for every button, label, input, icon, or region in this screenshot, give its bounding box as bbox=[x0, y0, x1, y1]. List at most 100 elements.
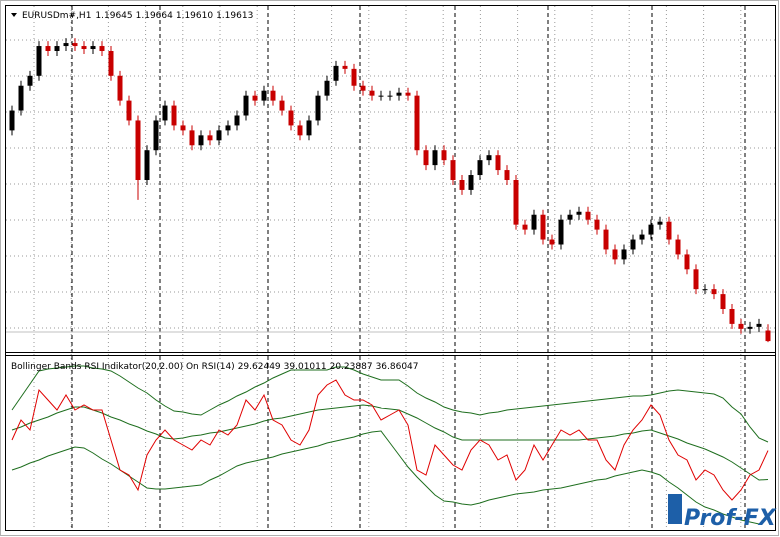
band-line bbox=[11, 365, 769, 443]
candle-body bbox=[306, 120, 312, 136]
candle-body bbox=[621, 249, 627, 260]
candle-body bbox=[333, 65, 339, 81]
candle-body bbox=[261, 90, 267, 101]
candle-body bbox=[630, 239, 636, 250]
band-line bbox=[11, 430, 769, 525]
chart-header: EURUSDm#,H1 1.19645 1.19664 1.19610 1.19613 bbox=[22, 11, 253, 21]
candle-body bbox=[495, 155, 501, 171]
candle-body bbox=[423, 150, 429, 166]
candle-body bbox=[441, 150, 447, 161]
indicator-value: 39.01011 bbox=[284, 362, 327, 372]
watermark: Prof-FX bbox=[684, 506, 777, 531]
candle-body bbox=[432, 150, 438, 166]
candle-body bbox=[468, 175, 474, 190]
quote-high: 1.19664 bbox=[136, 11, 173, 21]
candle-body bbox=[414, 95, 420, 151]
candle-body bbox=[117, 75, 123, 101]
candle-body bbox=[135, 120, 141, 180]
candle-body bbox=[162, 105, 168, 121]
candle-body bbox=[612, 249, 618, 260]
candle-body bbox=[585, 211, 591, 220]
candle-body bbox=[639, 234, 645, 240]
candle-body bbox=[207, 135, 213, 141]
candle-body bbox=[279, 100, 285, 111]
candle-body bbox=[342, 65, 348, 69]
candle-body bbox=[693, 269, 699, 290]
indicator-value: 29.62449 bbox=[238, 362, 281, 372]
candle-body bbox=[297, 125, 303, 136]
candle-body bbox=[477, 160, 483, 176]
candle-body bbox=[288, 110, 294, 126]
candle-body bbox=[360, 85, 366, 91]
candle-body bbox=[27, 75, 33, 86]
candle-body bbox=[720, 294, 726, 309]
candle-body bbox=[567, 214, 573, 220]
candle-body bbox=[594, 219, 600, 230]
candle-body bbox=[216, 130, 222, 141]
candle-body bbox=[189, 130, 195, 146]
candle-body bbox=[324, 80, 330, 96]
candle-body bbox=[387, 95, 393, 97]
candle-body bbox=[369, 90, 375, 96]
candle-body bbox=[18, 85, 24, 111]
candle-body bbox=[180, 125, 186, 131]
candle-body bbox=[711, 289, 717, 295]
candle-body bbox=[522, 224, 528, 230]
candle-body bbox=[252, 95, 258, 101]
candle-body bbox=[9, 110, 15, 131]
candle-body bbox=[99, 46, 105, 51]
candle-body bbox=[270, 90, 276, 101]
candle-body bbox=[225, 125, 231, 131]
candle-body bbox=[684, 254, 690, 270]
candle-body bbox=[675, 239, 681, 255]
candle-body bbox=[450, 160, 456, 180]
candle-body bbox=[531, 214, 537, 230]
indicator-title: Bollinger Bands RSI Indikator(20,2.00) O… bbox=[11, 362, 235, 372]
candle-body bbox=[747, 326, 753, 329]
candle-body bbox=[234, 115, 240, 126]
candle-body bbox=[729, 309, 735, 324]
candle-body bbox=[504, 170, 510, 180]
candle-body bbox=[648, 224, 654, 235]
symbol: EURUSDm#,H1 bbox=[22, 11, 91, 21]
candle-body bbox=[90, 46, 96, 50]
candle-body bbox=[36, 46, 42, 76]
quote-open: 1.19645 bbox=[95, 11, 132, 21]
quote-close: 1.19613 bbox=[216, 11, 253, 21]
candle-body bbox=[126, 100, 132, 121]
candle-body bbox=[603, 229, 609, 250]
candle-body bbox=[666, 221, 672, 240]
candle-body bbox=[54, 46, 60, 51]
candle-body bbox=[405, 92, 411, 96]
candle-body bbox=[486, 155, 492, 161]
candle-body bbox=[657, 221, 663, 225]
candle-body bbox=[108, 51, 114, 76]
menu-arrow[interactable] bbox=[11, 13, 17, 17]
rsi-line bbox=[11, 379, 769, 501]
indicator-value: 36.86047 bbox=[376, 362, 419, 372]
candle-body bbox=[378, 95, 384, 97]
candle-body bbox=[351, 68, 357, 86]
candle-body bbox=[72, 43, 78, 47]
candle-body bbox=[171, 105, 177, 126]
candle-body bbox=[144, 150, 150, 180]
quote-low: 1.19610 bbox=[176, 11, 213, 21]
candle-body bbox=[459, 180, 465, 190]
marks bbox=[9, 38, 771, 525]
band-line bbox=[11, 404, 769, 481]
candle-body bbox=[702, 289, 708, 291]
candle-body bbox=[540, 214, 546, 240]
candle-body bbox=[315, 95, 321, 121]
candle-body bbox=[738, 323, 744, 329]
logo-icon bbox=[668, 494, 682, 524]
candle-body bbox=[396, 92, 402, 96]
grid bbox=[6, 6, 775, 530]
candle-body bbox=[81, 46, 87, 50]
candle-body bbox=[198, 135, 204, 146]
candle-body bbox=[756, 323, 762, 327]
candle-body bbox=[576, 211, 582, 215]
candle-body bbox=[243, 95, 249, 116]
candle-body bbox=[558, 219, 564, 245]
